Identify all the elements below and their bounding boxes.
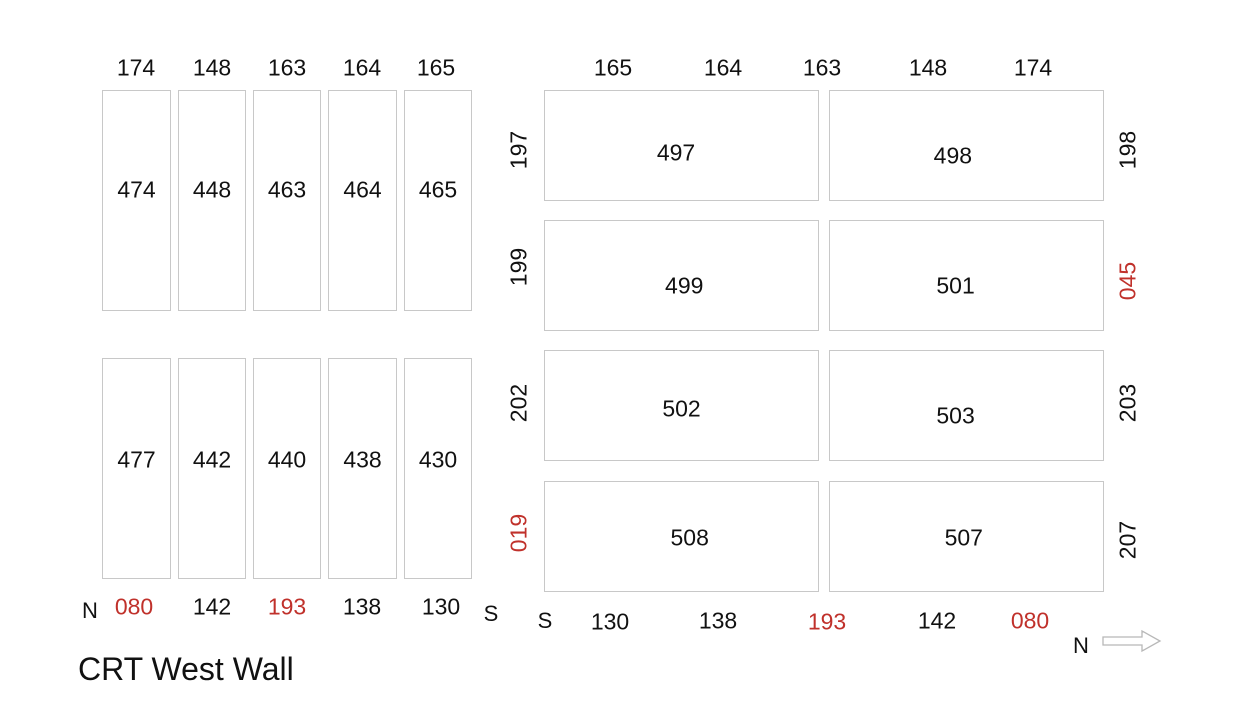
module-number: 438	[343, 446, 382, 473]
row-side-label: 207	[1114, 520, 1141, 560]
module-box: 499	[544, 220, 819, 331]
left-top-label: 164	[342, 54, 382, 81]
module-box: 464	[328, 90, 397, 311]
right-bottom-label: 130	[590, 608, 630, 635]
module-number: 498	[933, 142, 973, 169]
row-side-label: 019	[505, 513, 532, 553]
module-number: 465	[418, 176, 458, 203]
row-side-label: 203	[1114, 383, 1141, 423]
right-top-label: 165	[593, 54, 633, 81]
left-top-label: 165	[416, 54, 456, 81]
module-number: 477	[117, 446, 156, 473]
module-number: 499	[665, 272, 704, 299]
left-bottom-label: 080	[114, 593, 154, 620]
right-bottom-label: 138	[698, 607, 738, 634]
module-number: 501	[936, 272, 975, 299]
left-bottom-label: 138	[342, 593, 382, 620]
direction-label: N	[1073, 633, 1089, 658]
module-box: 477	[102, 358, 171, 579]
module-box: 502	[544, 350, 819, 461]
diagram-title: CRT West Wall	[78, 651, 294, 687]
direction-label: S	[483, 601, 499, 626]
module-box: 442	[178, 358, 246, 579]
module-number: 442	[192, 446, 232, 473]
module-box: 465	[404, 90, 472, 311]
right-top-label: 148	[908, 54, 948, 81]
left-top-label: 148	[192, 54, 232, 81]
module-box: 430	[404, 358, 472, 579]
right-bottom-label: 142	[917, 607, 957, 634]
right-bottom-label: 193	[807, 608, 847, 635]
row-side-label: 199	[505, 247, 532, 287]
module-box: 474	[102, 90, 171, 311]
right-top-label: 164	[703, 54, 743, 81]
row-side-label: 197	[505, 130, 532, 170]
module-number: 503	[936, 402, 975, 429]
row-side-label: 045	[1114, 261, 1141, 301]
module-box: 503	[829, 350, 1104, 461]
module-number: 497	[656, 139, 696, 166]
left-bottom-label: 130	[421, 593, 461, 620]
module-number: 440	[267, 446, 307, 473]
module-box: 508	[544, 481, 819, 592]
right-bottom-label: 080	[1010, 607, 1050, 634]
module-number: 507	[944, 524, 983, 551]
row-side-label: 202	[505, 383, 532, 423]
module-number: 463	[267, 176, 307, 203]
module-box: 463	[253, 90, 321, 311]
module-box: 438	[328, 358, 397, 579]
left-top-label: 174	[116, 54, 156, 81]
module-number: 508	[670, 524, 709, 551]
module-box: 440	[253, 358, 321, 579]
module-box: 501	[829, 220, 1104, 331]
right-top-label: 163	[802, 54, 842, 81]
module-number: 430	[418, 446, 458, 473]
direction-label: S	[537, 608, 553, 633]
module-box: 448	[178, 90, 246, 311]
module-number: 448	[192, 176, 232, 203]
module-number: 464	[343, 176, 382, 203]
module-box: 507	[829, 481, 1104, 592]
right-top-label: 174	[1013, 54, 1053, 81]
module-number: 502	[662, 395, 701, 422]
module-box: 497	[544, 90, 819, 201]
left-bottom-label: 142	[192, 593, 232, 620]
right-arrow-icon	[1102, 629, 1162, 653]
row-side-label: 198	[1114, 130, 1141, 170]
module-box: 498	[829, 90, 1104, 201]
left-bottom-label: 193	[267, 593, 307, 620]
direction-label: N	[82, 598, 98, 623]
left-top-label: 163	[267, 54, 307, 81]
module-number: 474	[117, 176, 156, 203]
